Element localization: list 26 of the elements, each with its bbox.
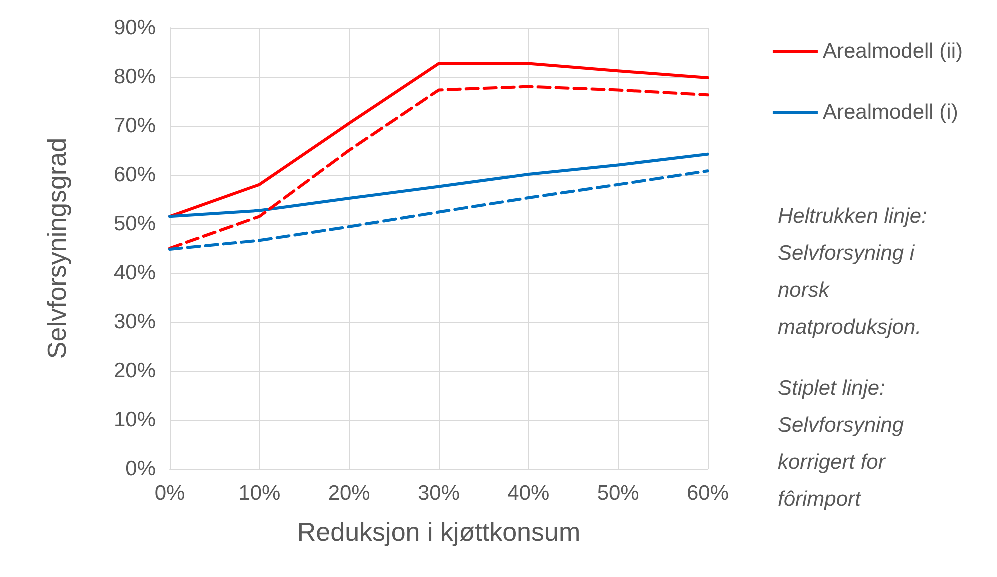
y-tick-label: 70% [114, 114, 156, 138]
y-tick-label: 90% [114, 16, 156, 40]
x-tick-label: 50% [597, 482, 640, 505]
text: Heltrukken linje: Selvforsyning i norsk matproduksjon. [778, 205, 934, 339]
y-tick-label: 10% [114, 408, 156, 432]
x-tick-label: 40% [508, 482, 550, 505]
legend-label: Arealmodell (i) [822, 101, 958, 124]
x-tick-label: 60% [686, 482, 730, 505]
y-tick-label: 60% [114, 164, 156, 186]
text: Stiplet linje: Selvforsyning korrigert for fôrimport [778, 377, 910, 511]
line-series [168, 85, 710, 250]
x-tick-label: 10% [238, 482, 281, 505]
y-tick-label: 0% [126, 458, 156, 480]
y-tick-label: 40% [114, 262, 156, 284]
y-tick-label: 30% [114, 310, 156, 334]
x-tick-label: 20% [328, 482, 370, 505]
y-axis-title: Selvforsyningsgrad [42, 138, 72, 360]
x-axis-title: Reduksjon i kjøttkonsum [297, 517, 581, 547]
x-tick-label: 0% [154, 482, 186, 505]
x-tick-label: 30% [418, 482, 460, 505]
y-tick-label: 50% [114, 212, 156, 236]
legend-label: Arealmodell (ii) [822, 40, 964, 63]
y-tick-label: 20% [114, 360, 156, 382]
line-series [168, 152, 710, 218]
y-tick-label: 80% [114, 66, 156, 88]
line-series [168, 170, 710, 251]
